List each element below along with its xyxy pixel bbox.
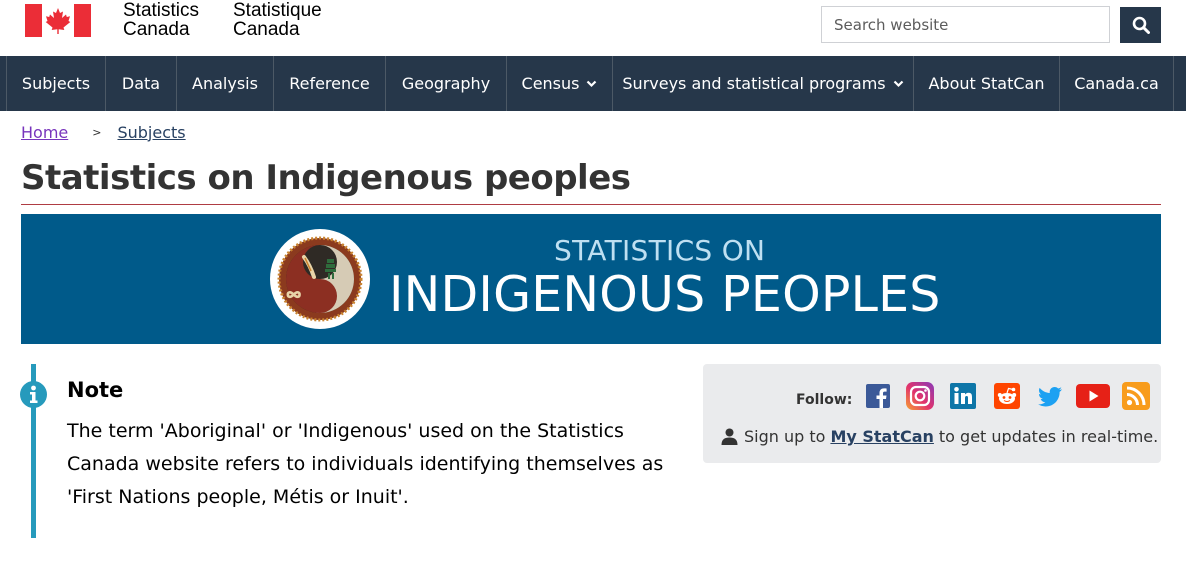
banner-subtitle: STATISTICS ON: [554, 234, 766, 267]
nav-label: Canada.ca: [1074, 74, 1159, 93]
canada-flag-icon[interactable]: [25, 4, 91, 37]
breadcrumb: Home > Subjects: [21, 121, 186, 143]
note-accent-bar: [31, 364, 36, 538]
info-icon: [20, 381, 47, 408]
signup-prefix: Sign up to: [744, 427, 826, 446]
indigenous-banner: STATISTICS ON INDIGENOUS PEOPLES: [21, 214, 1161, 344]
nav-label: Data: [121, 74, 161, 93]
signature-en-line1: Statistics: [123, 0, 200, 21]
chevron-down-icon: [893, 80, 904, 88]
breadcrumb-subjects-link[interactable]: Subjects: [117, 122, 186, 142]
indigenous-medallion-icon: [270, 229, 370, 329]
nav-item-census[interactable]: Census: [507, 56, 613, 111]
linkedin-icon[interactable]: [948, 381, 978, 411]
nav-item-surveys[interactable]: Surveys and statistical programs: [613, 56, 914, 111]
nav-label: Analysis: [192, 74, 258, 93]
chevron-down-icon: [586, 80, 597, 88]
banner-title: INDIGENOUS PEOPLES: [389, 266, 941, 323]
nav-item-canada-ca[interactable]: Canada.ca: [1060, 56, 1174, 111]
signature-french[interactable]: Statistique Canada: [233, 1, 322, 39]
signup-suffix: to get updates in real-time.: [938, 427, 1159, 446]
signature-english[interactable]: Statistics Canada: [123, 1, 199, 39]
nav-item-analysis[interactable]: Analysis: [177, 56, 274, 111]
signature-en-line2: Canada: [123, 19, 190, 40]
nav-label: Census: [521, 74, 580, 93]
nav-item-about-statcan[interactable]: About StatCan: [914, 56, 1060, 111]
note-title: Note: [67, 378, 124, 402]
instagram-icon[interactable]: [905, 381, 935, 411]
nav-label: Geography: [401, 74, 491, 93]
nav-label: Surveys and statistical programs: [622, 74, 886, 93]
facebook-icon[interactable]: [863, 381, 893, 411]
youtube-icon[interactable]: [1076, 381, 1110, 411]
signup-line: Sign up to My StatCan to get updates in …: [721, 427, 1158, 446]
search-button[interactable]: [1120, 7, 1161, 43]
rss-icon[interactable]: [1121, 381, 1151, 411]
site-header: Statistics Canada Statistique Canada: [0, 0, 1186, 56]
page-title: Statistics on Indigenous peoples: [21, 158, 631, 198]
reddit-icon[interactable]: [992, 381, 1022, 411]
breadcrumb-separator: >: [92, 125, 102, 139]
nav-item-geography[interactable]: Geography: [386, 56, 507, 111]
search-input[interactable]: [821, 6, 1110, 43]
follow-label: Follow:: [796, 392, 853, 408]
nav-item-reference[interactable]: Reference: [274, 56, 386, 111]
nav-item-subjects[interactable]: Subjects: [7, 56, 106, 111]
my-statcan-link[interactable]: My StatCan: [830, 427, 934, 446]
nav-item-data[interactable]: Data: [106, 56, 177, 111]
nav-label: Reference: [289, 74, 370, 93]
signature-fr-line1: Statistique: [233, 0, 322, 21]
signature-fr-line2: Canada: [233, 19, 300, 40]
nav-label: About StatCan: [928, 74, 1045, 93]
note-text: The term 'Aboriginal' or 'Indigenous' us…: [67, 420, 664, 508]
breadcrumb-home-link[interactable]: Home: [21, 122, 69, 142]
main-navigation: Subjects Data Analysis Reference Geograp…: [0, 56, 1186, 111]
nav-label: Subjects: [21, 74, 91, 93]
twitter-icon[interactable]: [1035, 381, 1065, 411]
user-icon: [721, 428, 738, 445]
title-divider: [21, 204, 1161, 205]
search-icon: [1132, 16, 1150, 34]
follow-panel: Follow:: [703, 364, 1161, 463]
